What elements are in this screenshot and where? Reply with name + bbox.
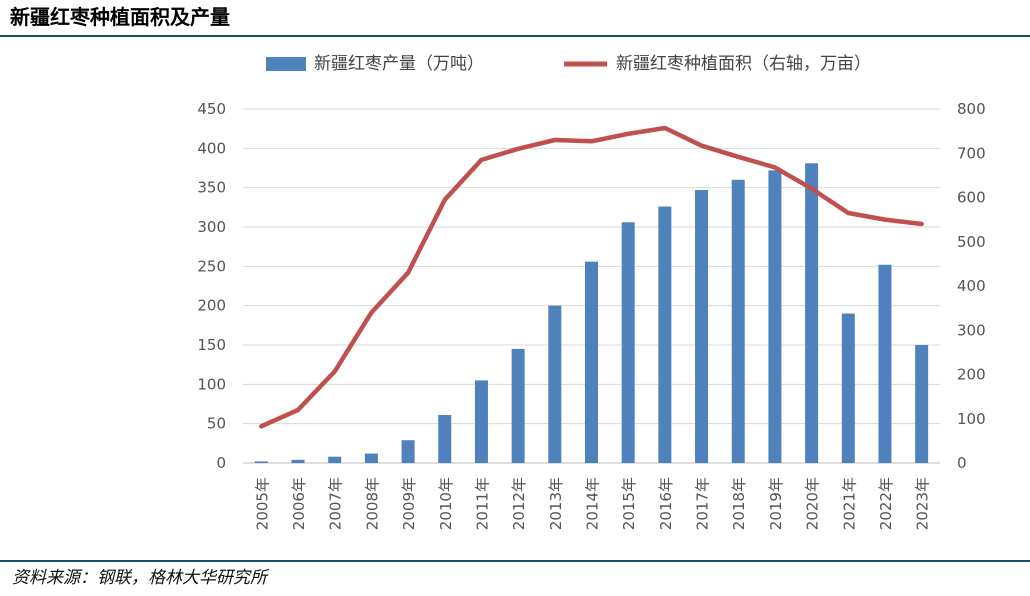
right-axis-tick-label: 100 [957, 410, 986, 428]
left-axis-tick-label: 50 [207, 415, 226, 433]
x-axis-tick-label: 2009年 [400, 477, 418, 530]
left-axis-tick-label: 300 [197, 218, 226, 236]
left-axis-tick-label: 0 [216, 454, 226, 472]
bar-2016年 [658, 206, 672, 463]
source-note: 资料来源：钢联，格林大华研究所 [12, 568, 267, 588]
x-axis-tick-label: 2021年 [840, 477, 858, 530]
left-axis-ticks: 0 50 100 150 200 250 300 350 400 450 [197, 100, 226, 472]
top-divider [0, 35, 1030, 37]
bar-2023年 [915, 345, 929, 463]
bar-2021年 [841, 313, 855, 463]
bar-2022年 [878, 264, 892, 463]
x-axis-tick-label: 2013年 [547, 477, 565, 530]
bar-2008年 [364, 453, 378, 463]
right-axis-tick-label: 500 [957, 233, 986, 251]
right-axis-tick-label: 600 [957, 189, 986, 207]
x-axis-tick-label: 2023年 [914, 477, 932, 530]
bar-2007年 [328, 456, 342, 463]
x-axis-tick-label: 2016年 [657, 477, 675, 530]
right-axis-tick-label: 200 [957, 366, 986, 384]
right-axis-tick-label: 700 [957, 144, 986, 162]
x-axis-tick-label: 2012年 [510, 477, 528, 530]
bar-2015年 [621, 222, 635, 463]
x-axis-tick-label: 2014年 [584, 477, 602, 530]
x-axis-ticks: 2005年 2006年 2007年 2008年 2009年 2010年 2011年 2012年… [253, 477, 931, 530]
bar-2006年 [291, 459, 305, 463]
bar-2010年 [438, 415, 452, 463]
bar-2019年 [768, 170, 782, 464]
x-axis-tick-label: 2005年 [253, 477, 271, 530]
bottom-divider [0, 560, 1030, 562]
bar-2012年 [511, 348, 525, 463]
legend: 新疆红枣产量（万吨） 新疆红枣种植面积（右轴，万亩） [266, 54, 871, 74]
bar-2017年 [695, 190, 709, 463]
x-axis-tick-label: 2010年 [437, 477, 455, 530]
x-axis-tick-label: 2011年 [473, 477, 491, 530]
x-axis-tick-label: 2015年 [620, 477, 638, 530]
right-axis-tick-label: 300 [957, 321, 986, 339]
x-axis-tick-label: 2007年 [327, 477, 345, 530]
bar-2009年 [401, 440, 415, 463]
x-axis-tick-label: 2020年 [804, 477, 822, 530]
x-axis-tick-label: 2008年 [363, 477, 381, 530]
left-axis-tick-label: 400 [197, 139, 226, 157]
left-axis-tick-label: 100 [197, 375, 226, 393]
legend-label-bar: 新疆红枣产量（万吨） [314, 54, 484, 74]
line-series [259, 125, 924, 429]
left-axis-tick-label: 200 [197, 297, 226, 315]
bar-2020年 [805, 163, 819, 463]
bar-series [254, 163, 929, 464]
legend-swatch-bar [266, 57, 306, 71]
x-axis-tick-label: 2019年 [767, 477, 785, 530]
right-axis-tick-label: 0 [957, 454, 967, 472]
bar-2011年 [474, 380, 488, 463]
bar-2018年 [731, 179, 745, 464]
right-axis-tick-label: 400 [957, 277, 986, 295]
right-axis-tick-label: 800 [957, 100, 986, 118]
x-axis-tick-label: 2006年 [290, 477, 308, 530]
x-axis-tick-label: 2018年 [730, 477, 748, 530]
legend-label-line: 新疆红枣种植面积（右轴，万亩） [616, 54, 871, 74]
gridlines [243, 108, 940, 464]
left-axis-tick-label: 350 [197, 179, 226, 197]
right-axis-ticks: 0 100 200 300 400 500 600 700 800 [957, 100, 986, 472]
bar-2005年 [254, 461, 268, 463]
x-axis-tick-label: 2022年 [877, 477, 895, 530]
bar-2013年 [548, 305, 562, 463]
chart-title: 新疆红枣种植面积及产量 [10, 5, 230, 29]
chart: 新疆红枣产量（万吨） 新疆红枣种植面积（右轴，万亩） 0 50 100 150 200 2… [197, 54, 986, 530]
bar-2014年 [585, 261, 598, 463]
left-axis-tick-label: 250 [197, 257, 226, 275]
left-axis-tick-label: 450 [197, 100, 226, 118]
left-axis-tick-label: 150 [197, 336, 226, 354]
x-axis-tick-label: 2017年 [694, 477, 712, 530]
